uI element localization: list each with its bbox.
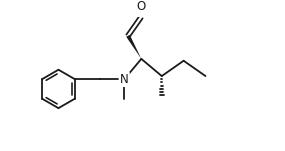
Polygon shape [126,35,141,59]
Text: O: O [137,0,146,13]
Text: N: N [120,73,129,86]
